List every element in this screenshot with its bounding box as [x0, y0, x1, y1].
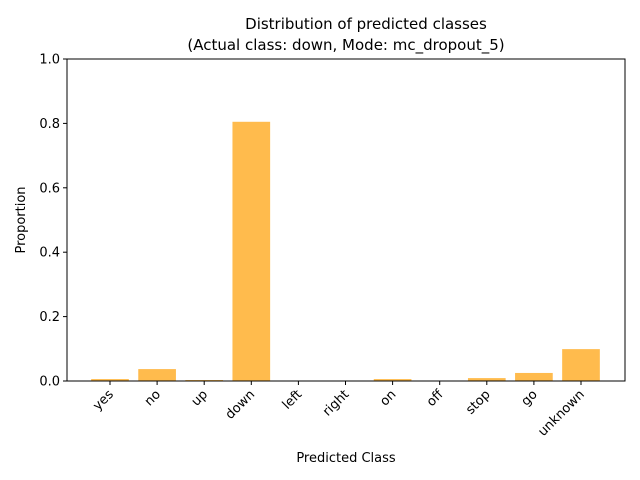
bar-stop: [467, 378, 506, 381]
bar-yes: [91, 379, 129, 381]
y-tick-label-4: 0.8: [39, 117, 60, 132]
y-tick-label-3: 0.6: [39, 181, 60, 196]
bar-on: [373, 379, 412, 381]
y-ticks-group: 0.0 0.2 0.4 0.6 0.8 1.0: [39, 53, 67, 390]
plot-frame: [66, 58, 626, 382]
bar-go: [515, 372, 553, 381]
y-tick-label-2: 0.4: [39, 246, 60, 261]
chart-title: Distribution of predicted classes: [245, 15, 487, 33]
y-tick-label-0: 0.0: [39, 375, 60, 390]
y-axis-label: Proportion: [14, 186, 29, 253]
bar-down: [232, 121, 271, 381]
x-axis-label: Predicted Class: [296, 451, 396, 466]
y-tick-label-1: 0.2: [39, 310, 60, 325]
bar-unknown: [562, 349, 600, 381]
chart-subtitle: (Actual class: down, Mode: mc_dropout_5): [187, 36, 504, 55]
bar-no: [138, 369, 176, 381]
y-tick-label-5: 1.0: [39, 53, 60, 68]
bars-group: [91, 121, 600, 381]
